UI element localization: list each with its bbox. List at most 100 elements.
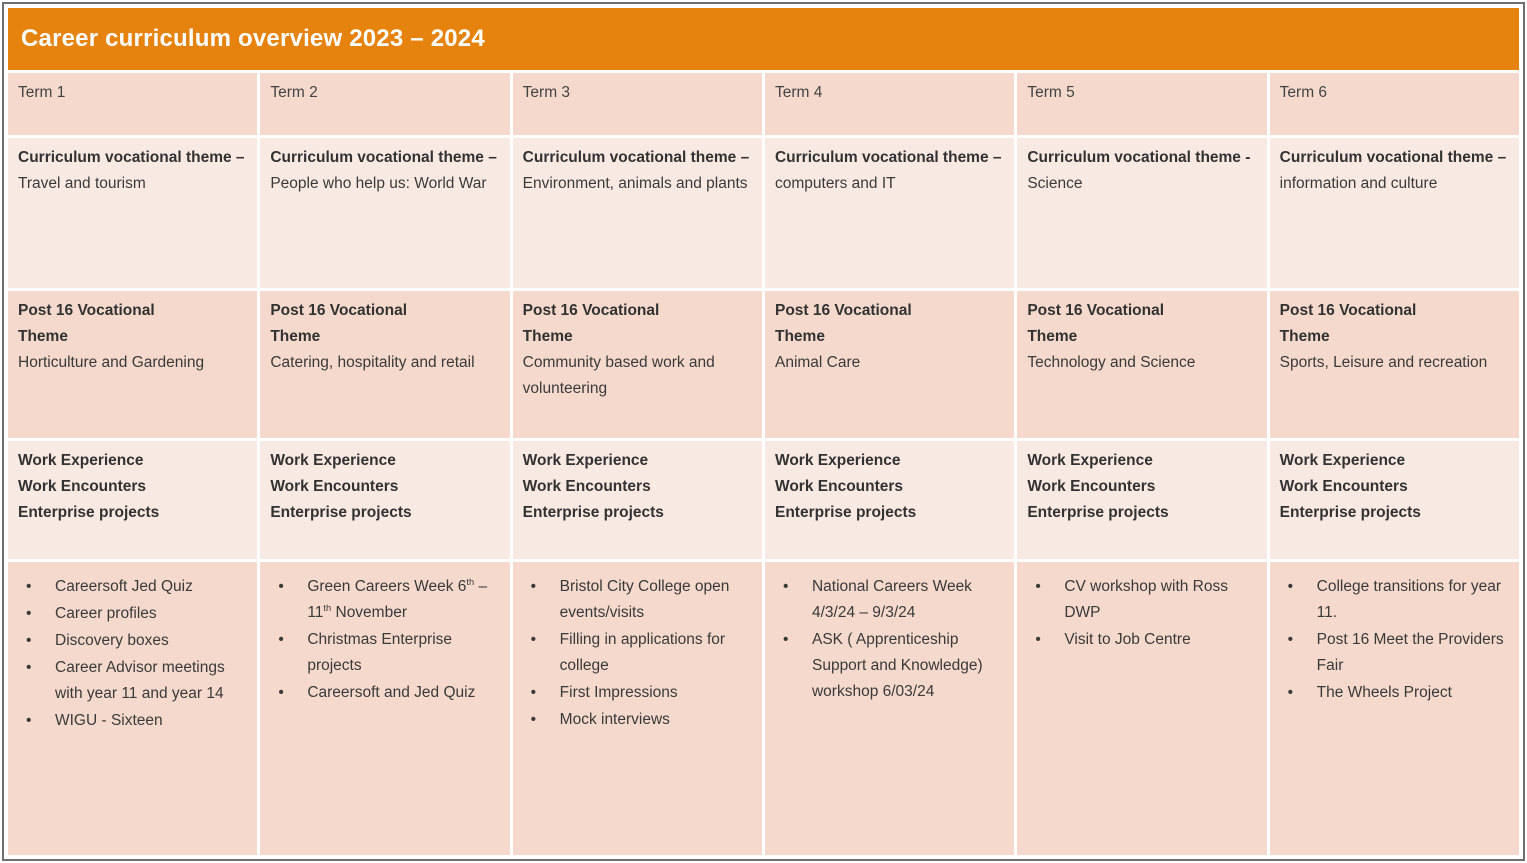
activities-cell: Careersoft Jed Quiz Career profiles Disc… — [8, 562, 258, 855]
post16-theme-label: Post 16 Vocational Theme — [1027, 302, 1164, 345]
term-header-cell: Term 3 — [512, 73, 762, 135]
work-experience-cell: Work Experience Work Encounters Enterprise… — [1269, 441, 1519, 559]
curriculum-theme-text: Curriculum vocational theme - Science — [1027, 145, 1256, 197]
post16-theme-value: Technology and Science — [1027, 354, 1196, 371]
work-experience-line: Work Experience — [270, 452, 396, 469]
post16-theme-cell: Post 16 Vocational Theme Horticulture and… — [8, 291, 258, 438]
list-item: Visit to Job Centre — [1027, 627, 1256, 653]
work-encounters-line: Work Encounters — [18, 478, 147, 495]
enterprise-projects-line: Enterprise projects — [270, 504, 412, 521]
curriculum-theme-text: Curriculum vocational theme – People who … — [270, 145, 499, 197]
post16-theme-text: Post 16 Vocational Theme Animal Care — [775, 298, 1004, 376]
curriculum-theme-value: Travel and tourism — [18, 175, 146, 192]
list-item: First Impressions — [523, 680, 752, 706]
activities-list: Green Careers Week 6th – 11th November C… — [270, 574, 499, 706]
post16-theme-value: Catering, hospitality and retail — [270, 354, 475, 371]
activities-list: National Careers Week 4/3/24 – 9/3/24 AS… — [775, 574, 1004, 705]
list-item: Careersoft and Jed Quiz — [270, 680, 499, 706]
enterprise-projects-line: Enterprise projects — [1279, 504, 1421, 521]
curriculum-theme-cell: Curriculum vocational theme - Science — [1017, 138, 1267, 288]
post16-theme-text: Post 16 Vocational Theme Community based … — [523, 298, 752, 402]
curriculum-theme-value: Science — [1027, 175, 1083, 192]
post16-theme-label: Post 16 Vocational Theme — [18, 302, 155, 345]
list-item: Careersoft Jed Quiz — [18, 574, 247, 600]
title-bar: Career curriculum overview 2023 – 2024 — [8, 8, 1519, 70]
work-encounters-line: Work Encounters — [1279, 478, 1408, 495]
work-encounters-line: Work Encounters — [522, 478, 651, 495]
curriculum-theme-cell: Curriculum vocational theme – People who … — [260, 138, 510, 288]
ordinal-suffix: th — [323, 602, 332, 613]
list-item: ASK ( Apprenticeship Support and Knowled… — [775, 627, 1004, 705]
list-item: Filling in applications for college — [523, 627, 752, 679]
post16-theme-value: Sports, Leisure and recreation — [1279, 354, 1488, 371]
term-label: Term 2 — [270, 84, 318, 101]
activities-cell: Green Careers Week 6th – 11th November C… — [260, 562, 510, 855]
work-experience-cell: Work Experience Work Encounters Enterprise… — [512, 441, 762, 559]
list-item: Bristol City College open events/visits — [523, 574, 752, 626]
post16-theme-label: Post 16 Vocational Theme — [774, 302, 912, 345]
work-encounters-line: Work Encounters — [1027, 478, 1156, 495]
post16-theme-value: Horticulture and Gardening — [18, 354, 205, 371]
list-item: Career profiles — [18, 601, 247, 627]
work-experience-cell: Work Experience Work Encounters Enterprise… — [764, 441, 1015, 559]
list-item: Mock interviews — [523, 707, 752, 733]
post16-theme-value: Community based work and volunteering — [522, 354, 715, 397]
list-item: College transitions for year 11. — [1280, 574, 1509, 626]
enterprise-projects-line: Enterprise projects — [774, 504, 917, 521]
curriculum-theme-label: Curriculum vocational theme – — [1279, 149, 1507, 166]
term-header-cell: Term 5 — [1017, 73, 1267, 135]
term-header-cell: Term 4 — [764, 73, 1015, 135]
post16-theme-cell: Post 16 Vocational Theme Animal Care — [764, 291, 1015, 438]
enterprise-projects-line: Enterprise projects — [1027, 504, 1169, 521]
post16-theme-cell: Post 16 Vocational Theme Technology and S… — [1017, 291, 1267, 438]
activities-list: Bristol City College open events/visits … — [523, 574, 752, 733]
curriculum-table: Term 1 Term 2 Term 3 Term 4 Term 5 Term … — [8, 73, 1519, 855]
term-label: Term 6 — [1279, 84, 1328, 101]
list-item: Post 16 Meet the Providers Fair — [1280, 627, 1509, 679]
list-item: Green Careers Week 6th – 11th November — [270, 574, 499, 626]
curriculum-theme-label: Curriculum vocational theme – — [522, 149, 750, 166]
term-label: Term 1 — [18, 84, 66, 101]
work-experience-line: Work Experience — [522, 452, 649, 469]
activities-list: College transitions for year 11. Post 16… — [1280, 574, 1509, 706]
work-experience-line: Work Experience — [1279, 452, 1406, 469]
activities-list: Careersoft Jed Quiz Career profiles Disc… — [18, 574, 247, 734]
post16-theme-cell: Post 16 Vocational Theme Sports, Leisure … — [1269, 291, 1519, 438]
curriculum-theme-cell: Curriculum vocational theme – Travel and… — [8, 138, 258, 288]
term-header-cell: Term 2 — [260, 73, 510, 135]
post16-theme-text: Post 16 Vocational Theme Sports, Leisure … — [1280, 298, 1509, 376]
post16-theme-label: Post 16 Vocational Theme — [522, 302, 660, 345]
term-header-cell: Term 1 — [8, 73, 258, 135]
activities-cell: College transitions for year 11. Post 16… — [1269, 562, 1519, 855]
curriculum-theme-value: Environment, animals and plants — [522, 175, 748, 192]
green-week-text: November — [331, 604, 407, 621]
curriculum-theme-cell: Curriculum vocational theme – informatio… — [1269, 138, 1519, 288]
post16-theme-text: Post 16 Vocational Theme Technology and S… — [1027, 298, 1256, 376]
green-week-text: – 11 — [307, 578, 488, 621]
work-experience-cell: Work Experience Work Encounters Enterprise… — [8, 441, 258, 559]
ordinal-suffix: th — [466, 576, 475, 587]
post16-theme-value: Animal Care — [774, 354, 861, 371]
curriculum-theme-label: Curriculum vocational theme – — [18, 149, 245, 166]
curriculum-theme-value: information and culture — [1279, 175, 1438, 192]
activities-list: CV workshop with Ross DWP Visit to Job C… — [1027, 574, 1256, 653]
enterprise-projects-line: Enterprise projects — [522, 504, 664, 521]
curriculum-theme-text: Curriculum vocational theme – computers … — [775, 145, 1004, 197]
post16-theme-cell: Post 16 Vocational Theme Community based … — [512, 291, 762, 438]
post16-theme-label: Post 16 Vocational Theme — [270, 302, 407, 345]
post16-theme-label: Post 16 Vocational Theme — [1279, 302, 1417, 345]
list-item: Christmas Enterprise projects — [270, 627, 499, 679]
list-item: Discovery boxes — [18, 628, 247, 654]
post16-theme-text: Post 16 Vocational Theme Horticulture and… — [18, 298, 247, 376]
term-label: Term 3 — [522, 84, 571, 101]
list-item: CV workshop with Ross DWP — [1027, 574, 1256, 626]
curriculum-theme-value: People who help us: World War — [270, 175, 487, 192]
work-experience-cell: Work Experience Work Encounters Enterprise… — [260, 441, 510, 559]
curriculum-theme-cell: Curriculum vocational theme – Environmen… — [512, 138, 762, 288]
list-item: WIGU - Sixteen — [18, 708, 247, 734]
term-label: Term 4 — [774, 84, 823, 101]
activities-cell: National Careers Week 4/3/24 – 9/3/24 AS… — [764, 562, 1015, 855]
curriculum-theme-label: Curriculum vocational theme – — [270, 149, 497, 166]
work-encounters-line: Work Encounters — [270, 478, 399, 495]
